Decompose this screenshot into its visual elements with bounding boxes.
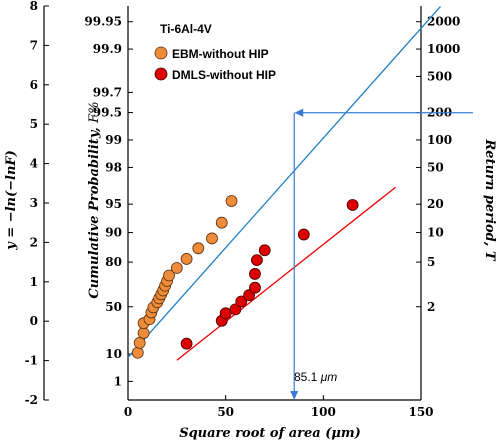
prob-tick-label: 50 <box>105 300 122 314</box>
legend-title: Ti-6Al-4V <box>160 22 212 36</box>
data-point <box>235 295 248 308</box>
data-point <box>219 307 232 320</box>
data-point <box>297 228 310 241</box>
data-point <box>229 303 242 316</box>
prob-tick-label: 99.5 <box>93 106 122 120</box>
data-point <box>133 336 146 349</box>
prob-tick-label: 99.95 <box>84 15 122 29</box>
data-point <box>180 337 193 350</box>
left-tick-label: 7 <box>30 38 38 52</box>
data-point <box>170 262 183 274</box>
prob-tick-label: 95 <box>105 197 122 211</box>
probability-axis-label: Cumulative Probability, F% <box>87 101 102 298</box>
return-tick-label: 50 <box>427 160 444 174</box>
return-tick-label: 100 <box>427 133 452 147</box>
left-tick-label: 1 <box>30 275 38 289</box>
data-point <box>180 253 193 265</box>
legend: Ti-6Al-4V EBM-without HIP DMLS-without H… <box>154 22 276 82</box>
prob-tick-label: 99 <box>105 133 122 147</box>
fit-line-ebm <box>127 5 442 358</box>
return-tick-label: 1000 <box>427 42 460 56</box>
left-tick-label: 6 <box>30 78 38 92</box>
annotation-label: 85.1 μm <box>294 370 337 384</box>
left-tick-label: -1 <box>25 354 38 368</box>
return-tick-label: 20 <box>427 197 444 211</box>
data-point <box>131 346 144 359</box>
data-point <box>346 199 359 211</box>
x-axis-label: Square root of area (μm) <box>179 426 361 441</box>
legend-label-ebm: EBM-without HIP <box>172 47 269 61</box>
left-tick-label: 3 <box>30 196 38 210</box>
data-point <box>251 254 263 267</box>
prob-tick-label: 90 <box>105 226 122 240</box>
data-point <box>225 195 238 207</box>
return-tick-label: 2 <box>427 300 435 314</box>
x-tick-label: 50 <box>217 405 234 419</box>
legend-marker-ebm <box>154 46 168 60</box>
left-tick-label: 4 <box>30 157 38 171</box>
return-period-axis-label: Return period, T <box>482 138 497 261</box>
prob-tick-label: 1 <box>114 374 122 388</box>
data-point <box>163 269 175 282</box>
legend-label-dmls: DMLS-without HIP <box>172 68 276 82</box>
data-point <box>258 244 271 257</box>
return-tick-label: 10 <box>427 226 444 240</box>
return-tick-label: 2000 <box>427 15 460 29</box>
vertical-arrow-head <box>290 391 299 400</box>
left-tick-label: 0 <box>30 314 38 328</box>
x-tick-label: 100 <box>311 405 336 419</box>
left-tick-label: 2 <box>30 235 38 249</box>
prob-tick-label: 99.7 <box>93 85 122 99</box>
prob-tick-label: 80 <box>105 255 122 269</box>
return-tick-label: 500 <box>427 69 452 83</box>
x-tick-label: 150 <box>408 405 433 419</box>
horizontal-arrow-head <box>294 108 304 117</box>
series-dmls-points <box>180 199 359 350</box>
x-tick-label: 0 <box>124 405 132 419</box>
legend-marker-dmls <box>154 67 168 81</box>
x-ticks: 0 50 100 150 <box>124 395 434 419</box>
fit-line-dmls <box>176 186 397 361</box>
left-tick-label: -2 <box>25 393 38 407</box>
prob-tick-label: 98 <box>105 160 122 174</box>
data-point <box>249 281 261 294</box>
prob-tick-label: 99.9 <box>93 42 122 56</box>
data-point <box>249 268 261 280</box>
left-y-ticks: -2 -1 0 1 2 3 4 5 6 7 8 <box>25 0 49 407</box>
return-tick-label: 5 <box>427 255 435 269</box>
data-point <box>137 327 150 339</box>
left-tick-label: 5 <box>30 117 38 131</box>
data-point <box>206 232 218 245</box>
prob-tick-label: 10 <box>105 347 122 361</box>
series-ebm-points <box>131 195 238 359</box>
data-point <box>215 216 228 229</box>
left-tick-label: 8 <box>30 0 38 13</box>
probability-ticks: 1 10 50 80 90 95 98 99 99.5 99.7 99.9 99.95 <box>84 15 133 388</box>
left-y-axis-label: y = −ln(−lnF) <box>4 150 19 251</box>
data-point <box>192 242 205 255</box>
annotation-arrows <box>290 108 473 400</box>
